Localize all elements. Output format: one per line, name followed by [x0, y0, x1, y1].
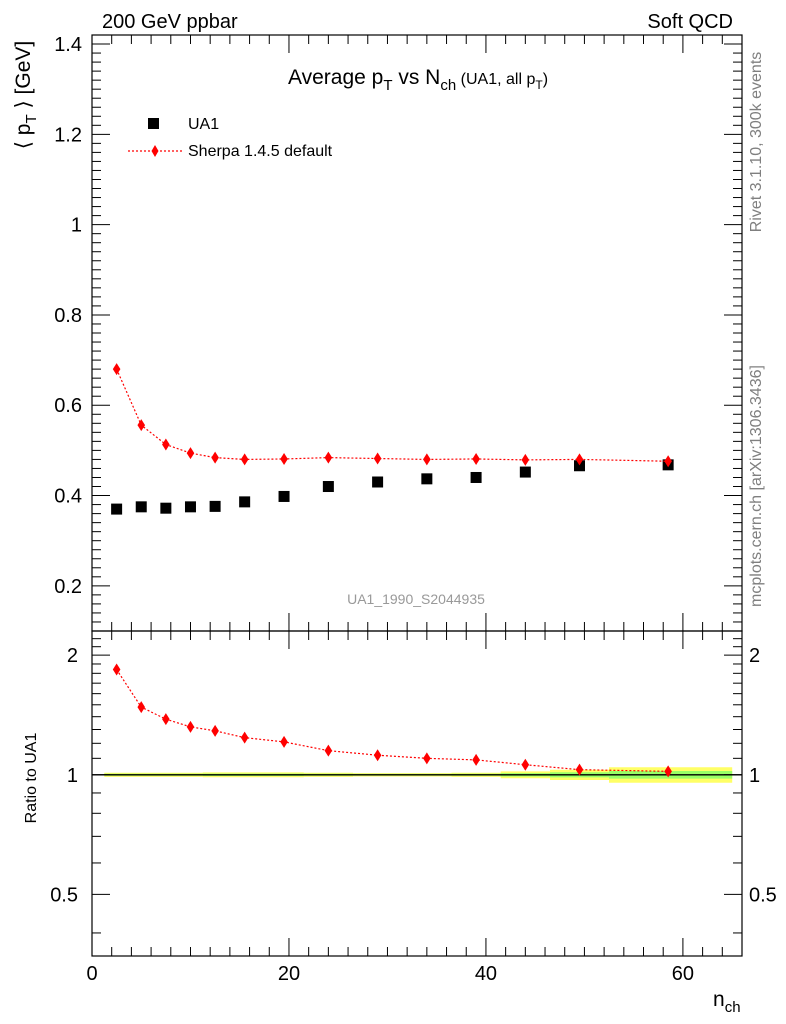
- sherpa-ratio-point: [472, 753, 480, 766]
- x-tick-label: 20: [278, 963, 300, 985]
- ua1-data-point: [111, 503, 123, 515]
- sherpa-ratio-point: [112, 663, 121, 676]
- main-y-tick-label: 1.2: [54, 124, 82, 146]
- ua1-data-point: [209, 500, 221, 512]
- ratio-plot-frame: [91, 630, 743, 957]
- main-y-tick-label: 1.4: [54, 34, 82, 56]
- ratio-y-ticks: 0.5 0.5 1 1 2 2: [50, 638, 777, 934]
- sherpa-ratio-point: [575, 763, 584, 776]
- ua1-data-point: [278, 490, 290, 502]
- sherpa-data-point: [575, 453, 584, 466]
- ua1-data-point: [135, 501, 147, 513]
- x-tick-label: 0: [86, 963, 97, 985]
- main-y-tick-label: 0.8: [54, 305, 82, 327]
- legend: UA1 Sherpa 1.4.5 default: [128, 116, 333, 160]
- sherpa-data-point: [112, 363, 121, 376]
- sherpa-data-point: [162, 438, 170, 451]
- x-tick-label: 60: [672, 963, 694, 985]
- sherpa-ratio-point: [137, 701, 146, 714]
- sherpa-data-point: [137, 419, 146, 432]
- ua1-data-point: [470, 471, 482, 483]
- sherpa-data-point: [324, 451, 333, 464]
- ua1-data-point: [574, 460, 585, 472]
- sherpa-ratio-point: [240, 731, 249, 744]
- sherpa-ratio-point: [324, 744, 333, 757]
- main-y-tick-label: 1: [71, 215, 82, 237]
- main-panel: 0.2 0.4 0.6 0.8 1 1.2 1.4 Average pT vs Nch (U…: [12, 34, 743, 632]
- legend-ua1-label: UA1: [188, 116, 219, 133]
- rivet-version-label: Rivet 3.1.10, 300k events: [748, 52, 765, 233]
- ua1-data-point: [372, 476, 384, 488]
- analysis-id-watermark: UA1_1990_S2044935: [347, 591, 485, 607]
- legend-sherpa-marker: [151, 145, 159, 157]
- sherpa-ratio-point: [521, 758, 530, 771]
- sherpa-data-point: [521, 453, 530, 466]
- sherpa-data-point: [240, 453, 249, 466]
- x-tick-label: 40: [475, 963, 497, 985]
- sherpa-ratio-point: [162, 713, 170, 726]
- sherpa-data-point: [472, 452, 480, 465]
- sherpa-ratio-curve: [116, 669, 669, 772]
- ratio-y-tick-label-right: 1: [749, 765, 760, 787]
- ratio-y-axis-label: Ratio to UA1: [23, 733, 40, 824]
- ratio-y-tick-label-left: 0.5: [50, 884, 78, 906]
- ua1-data-point: [184, 501, 196, 513]
- ratio-y-tick-label-left: 1: [67, 765, 78, 787]
- sherpa-data-point: [664, 455, 672, 468]
- main-x-ticks: [91, 35, 723, 631]
- ratio-y-tick-label-right: 2: [749, 645, 760, 667]
- ratio-data-layer: [112, 663, 672, 778]
- main-y-tick-label: 0.6: [54, 395, 82, 417]
- sherpa-data-point: [280, 452, 288, 465]
- sherpa-ratio-point: [186, 720, 195, 733]
- sherpa-ratio-point: [664, 765, 672, 778]
- plot-title: Average pT vs Nch (UA1, all pT): [288, 66, 548, 94]
- header-left-label: 200 GeV ppbar: [102, 11, 238, 33]
- legend-sherpa-label: Sherpa 1.4.5 default: [188, 143, 333, 160]
- mcplots-reference-label: mcplots.cern.ch [arXiv:1306.3436]: [748, 365, 765, 607]
- sherpa-ratio-point: [423, 752, 431, 765]
- sherpa-ratio-point: [211, 724, 219, 737]
- x-axis-label: nch: [713, 988, 741, 1016]
- ratio-y-tick-label-left: 2: [67, 645, 78, 667]
- sherpa-ratio-point: [373, 749, 382, 762]
- ua1-data-point: [322, 481, 334, 493]
- main-y-tick-label: 0.2: [54, 576, 82, 598]
- main-y-tick-label: 0.4: [54, 486, 82, 508]
- ratio-y-tick-label-right: 0.5: [749, 884, 777, 906]
- ratio-x-ticks: 0 20 40 60: [86, 631, 723, 985]
- sherpa-data-point: [373, 452, 382, 465]
- sherpa-ratio-point: [280, 735, 288, 748]
- ratio-panel: 0.5 0.5 1 1 2 2 0 20 40 60 Ratio to UA1 nch: [23, 630, 777, 1016]
- main-y-axis-label: ⟨ pT ⟩ [GeV]: [12, 41, 40, 149]
- ua1-data-point: [421, 473, 433, 485]
- sherpa-data-point: [211, 451, 219, 464]
- header-right-label: Soft QCD: [647, 11, 733, 33]
- main-y-ticks: 0.2 0.4 0.6 0.8 1 1.2 1.4: [54, 34, 742, 623]
- ua1-data-point: [239, 496, 251, 508]
- ua1-data-point: [160, 502, 172, 514]
- ua1-data-point: [519, 466, 531, 478]
- main-data-layer: [111, 363, 674, 515]
- sherpa-data-point: [186, 447, 195, 460]
- legend-ua1-marker: [148, 118, 159, 129]
- sherpa-data-point: [423, 453, 431, 466]
- sherpa-curve: [116, 368, 669, 462]
